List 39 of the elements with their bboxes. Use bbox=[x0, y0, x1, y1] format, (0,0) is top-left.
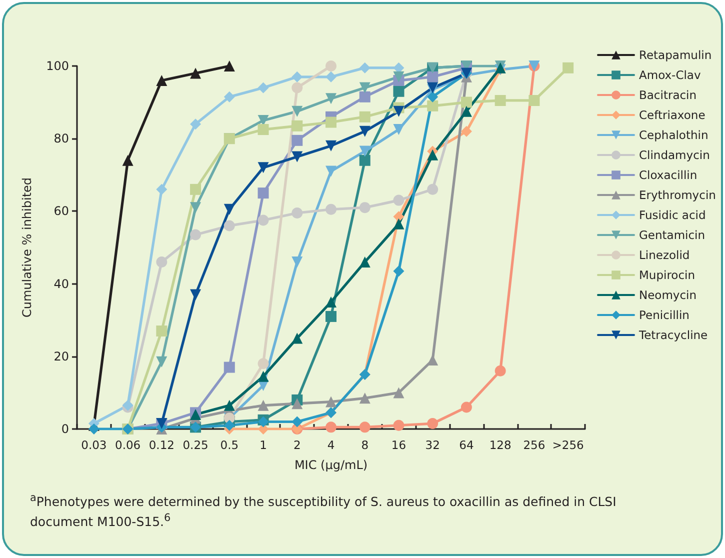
x-tick-label: 32 bbox=[425, 438, 440, 452]
legend-label: Ceftriaxone bbox=[639, 108, 706, 122]
x-tick-label: 0.06 bbox=[114, 438, 141, 452]
y-tick-label: 80 bbox=[54, 132, 69, 146]
x-tick-label: 256 bbox=[523, 438, 546, 452]
legend-label: Mupirocin bbox=[639, 268, 696, 282]
legend-label: Clindamycin bbox=[639, 148, 710, 162]
y-tick-label: 100 bbox=[46, 59, 69, 73]
x-tick-label: 0.12 bbox=[148, 438, 174, 452]
legend-label: Linezolid bbox=[639, 248, 690, 262]
x-tick-label: 0.03 bbox=[81, 438, 107, 452]
x-tick-label: 16 bbox=[391, 438, 406, 452]
legend-label: Tetracycline bbox=[638, 328, 708, 342]
y-tick-label: 0 bbox=[61, 422, 69, 436]
y-tick-label: 40 bbox=[54, 276, 69, 291]
x-tick-label: 1 bbox=[260, 438, 267, 452]
x-tick-label: 64 bbox=[459, 438, 474, 452]
legend-label: Cephalothin bbox=[639, 128, 708, 142]
legend-label: Fusidic acid bbox=[639, 208, 706, 222]
x-tick-label: 4 bbox=[327, 438, 335, 452]
legend-label: Penicillin bbox=[639, 308, 690, 322]
legend-label: Cloxacillin bbox=[639, 168, 698, 182]
legend-label: Erythromycin bbox=[639, 188, 716, 202]
text: $^{a}$Phenotypes were determined by the susceptibility of S. aureus to oxacillin as defined in CLSI document M100-S15.$^{6}$ bbox=[30, 491, 618, 530]
legend-label: Gentamicin bbox=[639, 228, 706, 242]
x-tick-label: 128 bbox=[489, 438, 512, 452]
legend-label: Retapamulin bbox=[639, 48, 712, 62]
legend-label: Amox-Clav bbox=[639, 68, 701, 82]
y-tick-label: 20 bbox=[54, 349, 69, 364]
x-tick-label: >256 bbox=[552, 438, 584, 452]
y-tick-label: 60 bbox=[54, 204, 69, 218]
x-tick-label: 0.25 bbox=[182, 438, 208, 452]
legend-label: Neomycin bbox=[639, 288, 697, 302]
y-axis-title: Cumulative % inhibited bbox=[20, 177, 34, 318]
legend-label: Bacitracin bbox=[639, 88, 697, 102]
x-axis-title: MIC (µg/mL) bbox=[294, 458, 368, 472]
x-tick-label: 2 bbox=[293, 438, 301, 452]
x-tick-label: 0.5 bbox=[220, 438, 239, 452]
x-tick-label: 8 bbox=[361, 438, 369, 452]
